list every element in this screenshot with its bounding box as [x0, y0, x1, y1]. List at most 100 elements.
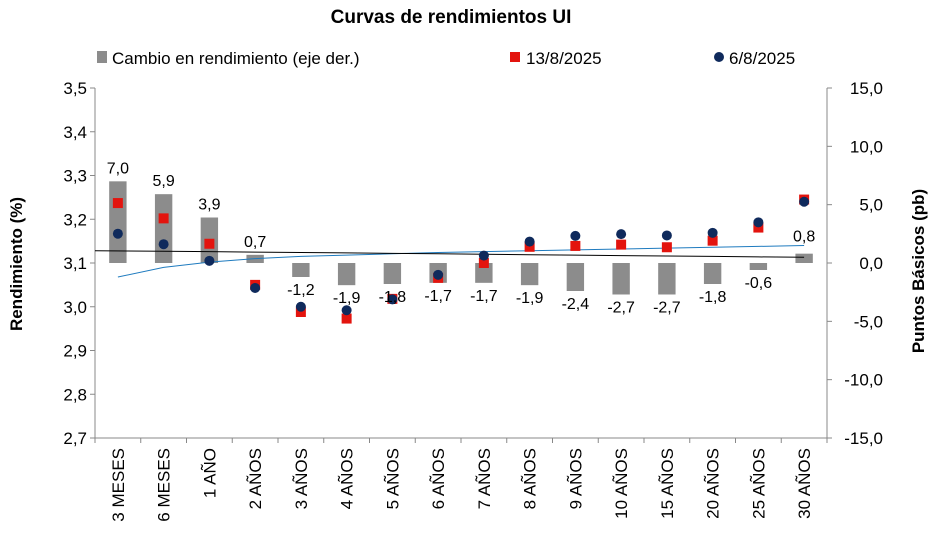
bar-data-label-5: -1,2 — [287, 282, 315, 299]
y-tick-label: 3,2 — [63, 210, 87, 229]
bar-7 — [383, 263, 402, 284]
legend-label-series-1: 13/8/2025 — [526, 49, 602, 68]
legend-swatch-bar — [97, 51, 107, 63]
y2-tick-label: 5,0 — [859, 196, 883, 215]
y-tick-label: 3,0 — [63, 298, 87, 317]
square-marker-11 — [570, 240, 581, 251]
bar-data-label-15: -0,6 — [745, 275, 773, 292]
square-marker-12 — [616, 239, 627, 250]
circle-marker-3 — [204, 255, 215, 266]
y-tick-label: 3,1 — [63, 254, 87, 273]
x-tick-label-6: 4 AÑOS — [338, 448, 357, 509]
y-tick-label: 2,9 — [63, 342, 87, 361]
x-tick-label-12: 10 AÑOS — [612, 448, 631, 519]
square-marker-2 — [158, 213, 169, 224]
axes: 2,7 2,8 2,9 3,0 3,1 3,2 3,3 3,4 3,5 -15,0 -10,0 -5,… — [63, 79, 883, 448]
bar-15 — [749, 263, 768, 270]
circle-marker-7 — [387, 294, 398, 305]
circle-marker-6 — [341, 305, 352, 316]
bar-6 — [337, 263, 356, 286]
y-tick-label: 3,4 — [63, 123, 87, 142]
data-labels: 7,0 5,9 3,9 0,7 -1,2 -1,9 -1,8 -1,7 -1,7 -1,9 -2,4… — [107, 160, 816, 316]
x-tick-label-10: 8 AÑOS — [521, 448, 540, 509]
bar-data-label-2: 5,9 — [153, 173, 175, 190]
bar-2 — [154, 194, 173, 263]
bar-16 — [795, 253, 813, 263]
x-tick-label-1: 3 MESES — [109, 448, 128, 522]
x-tick-label-13: 15 AÑOS — [658, 448, 677, 519]
bar-13 — [658, 263, 676, 295]
bar-data-label-9: -1,7 — [470, 288, 498, 305]
y2-tick-label: 0,0 — [859, 254, 883, 273]
bar-14 — [703, 263, 722, 284]
x-tick-labels: 3 MESES 6 MESES 1 AÑO 2 AÑOS 3 AÑOS 4 AÑOS 5 A… — [109, 448, 814, 522]
square-marker-14 — [707, 235, 718, 246]
square-marker-3 — [204, 238, 215, 249]
y-tick-label: 2,7 — [63, 429, 87, 448]
circle-marker-11 — [570, 230, 581, 241]
circle-marker-16 — [799, 196, 810, 207]
trendline-1 — [117, 245, 805, 278]
y-axis-title: Rendimiento (%) — [7, 197, 26, 331]
trendlines — [94, 245, 805, 278]
bar-data-label-1: 7,0 — [107, 160, 129, 177]
square-marker-13 — [661, 242, 672, 253]
trendline-2 — [94, 250, 805, 258]
bar-data-label-16: 0,8 — [793, 229, 815, 246]
circle-marker-5 — [295, 301, 306, 312]
bar-data-label-7: -1,8 — [379, 289, 407, 306]
y2-tick-label: 15,0 — [850, 79, 883, 98]
circle-marker-10 — [524, 236, 535, 247]
y2-axis-title: Puntos Básicos (pb) — [909, 189, 928, 353]
y-tick-label: 3,5 — [63, 79, 87, 98]
circle-marker-8 — [433, 269, 444, 280]
bar-data-label-10: -1,9 — [516, 290, 544, 307]
bar-data-label-13: -2,7 — [653, 300, 681, 317]
bar-data-label-6: -1,9 — [333, 290, 361, 307]
bar-data-label-3: 3,9 — [198, 197, 220, 214]
y2-tick-label: -15,0 — [844, 429, 883, 448]
x-tick-label-2: 6 MESES — [155, 448, 174, 522]
marker-series — [112, 194, 810, 324]
y2-tick-label: 10,0 — [850, 137, 883, 156]
bar-data-label-4: 0,7 — [244, 234, 266, 251]
square-marker-6 — [341, 313, 352, 324]
bar-10 — [520, 263, 539, 286]
circle-marker-2 — [158, 239, 169, 250]
x-tick-label-11: 9 AÑOS — [566, 448, 585, 509]
circle-marker-15 — [753, 217, 764, 228]
x-tick-label-14: 20 AÑOS — [704, 448, 723, 519]
chart-title: Curvas de rendimientos UI — [331, 7, 572, 28]
x-tick-label-16: 30 AÑOS — [795, 448, 814, 519]
x-tick-label-8: 6 AÑOS — [429, 448, 448, 509]
legend-swatch-square — [510, 52, 520, 62]
bar-5 — [292, 263, 310, 277]
x-tick-label-7: 5 AÑOS — [383, 448, 402, 509]
circle-marker-4 — [250, 282, 261, 293]
bar-data-label-11: -2,4 — [562, 296, 590, 313]
bar-data-label-12: -2,7 — [607, 300, 635, 317]
circle-marker-12 — [616, 229, 627, 240]
square-marker-1 — [112, 198, 123, 209]
y-tick-label: 2,8 — [63, 385, 87, 404]
y2-tick-label: -10,0 — [844, 371, 883, 390]
circle-marker-14 — [707, 227, 718, 238]
x-tick-label-15: 25 AÑOS — [749, 448, 768, 519]
bar-data-label-14: -1,8 — [699, 289, 727, 306]
circle-marker-9 — [478, 250, 489, 261]
legend-label-bar: Cambio en rendimiento (eje der.) — [112, 49, 360, 68]
legend-label-series-2: 6/8/2025 — [729, 49, 795, 68]
bar-11 — [566, 263, 585, 291]
y-tick-label: 3,3 — [63, 167, 87, 186]
legend: Cambio en rendimiento (eje der.) 13/8/20… — [97, 49, 795, 68]
bar-data-label-8: -1,7 — [424, 288, 452, 305]
square-marker-15 — [753, 222, 764, 233]
square-marker-9 — [478, 258, 489, 268]
x-tick-label-5: 3 AÑOS — [292, 448, 311, 509]
square-marker-5 — [295, 307, 306, 317]
x-tick-label-3: 1 AÑO — [200, 448, 219, 498]
square-marker-10 — [524, 241, 535, 252]
circle-marker-1 — [112, 228, 123, 239]
x-tick-label-4: 2 AÑOS — [246, 448, 265, 509]
